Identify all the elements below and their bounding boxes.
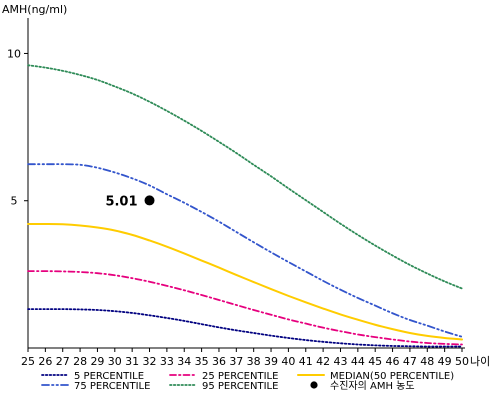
x-tick-label: 45 <box>368 355 382 368</box>
x-tick-label: 27 <box>56 355 70 368</box>
x-tick-label: 46 <box>386 355 400 368</box>
legend-marker-swatch <box>310 381 318 389</box>
x-tick-label: 48 <box>420 355 434 368</box>
x-tick-label: 34 <box>177 355 191 368</box>
patient-amh-label: 5.01 <box>105 194 137 209</box>
y-axis-title: AMH(ng/ml) <box>2 3 67 16</box>
y-tick-label: 5 <box>11 195 18 208</box>
x-tick-label: 44 <box>351 355 365 368</box>
series-line-0 <box>27 308 463 348</box>
x-tick-label: 32 <box>143 355 157 368</box>
x-tick-label: 33 <box>160 355 174 368</box>
x-tick-label: 49 <box>438 355 452 368</box>
y-tick-label: 10 <box>7 47 21 60</box>
x-tick-label: 41 <box>299 355 313 368</box>
x-tick-label: 26 <box>38 355 52 368</box>
x-tick-label: 43 <box>333 355 347 368</box>
x-axis-title: 나이 <box>470 355 490 368</box>
x-tick-label: 35 <box>195 355 209 368</box>
x-tick-label: 30 <box>108 355 122 368</box>
x-tick-label: 37 <box>229 355 243 368</box>
legend: 5 PERCENTILE 25 PERCENTILE MEDIAN(50 PERCE… <box>41 371 454 392</box>
x-tick-label: 31 <box>125 355 139 368</box>
legend-label-3: 75 PERCENTILE <box>74 381 150 392</box>
legend-label-1: 25 PERCENTILE <box>202 371 278 382</box>
x-tick-label: 50 <box>455 355 469 368</box>
series-line-2 <box>27 222 463 341</box>
x-tick-label: 42 <box>316 355 330 368</box>
series-line-3 <box>27 163 463 338</box>
legend-marker-label: 수진자의 AMH 농도 <box>330 380 415 392</box>
series-layer <box>27 64 463 348</box>
patient-amh-point <box>144 195 155 206</box>
x-tick-label: 25 <box>21 355 35 368</box>
x-tick-label: 29 <box>90 355 104 368</box>
x-tick-label: 47 <box>403 355 417 368</box>
x-tick-label: 28 <box>73 355 87 368</box>
marker-layer: 5.01 <box>105 194 155 209</box>
x-tick-label: 38 <box>247 355 261 368</box>
legend-label-4: 95 PERCENTILE <box>202 381 278 392</box>
series-line-1 <box>27 270 463 346</box>
legend-label-2: MEDIAN(50 PERCENTILE) <box>330 371 454 382</box>
legend-label-0: 5 PERCENTILE <box>74 371 144 382</box>
x-tick-label: 36 <box>212 355 226 368</box>
axes: AMH(ng/ml) 5 10 25 26 27 28 29 30 31 32 33 34 35 36 37 3… <box>2 3 490 368</box>
series-line-4 <box>27 64 463 290</box>
x-tick-label: 39 <box>264 355 278 368</box>
x-tick-label: 40 <box>281 355 295 368</box>
